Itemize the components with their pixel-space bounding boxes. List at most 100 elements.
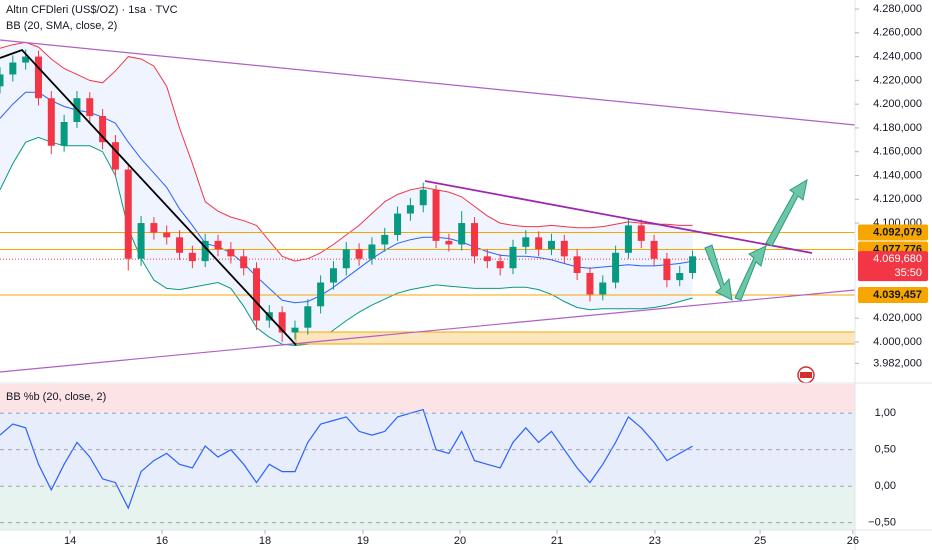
candle-body	[419, 189, 427, 206]
candle-body	[47, 98, 55, 146]
candle-body	[227, 249, 235, 257]
indicator-title: BB (20, SMA, close, 2)	[6, 20, 117, 32]
candle-body	[522, 237, 530, 247]
candle-body	[663, 258, 671, 281]
y-tick-label: 4.180,000	[873, 122, 922, 134]
y-tick-label: 4.000,000	[873, 336, 922, 348]
candle-body	[445, 240, 453, 245]
last-price-tag	[858, 251, 928, 282]
y-tick-label: 1,00	[875, 407, 896, 419]
candle-body	[381, 234, 389, 245]
candle-body	[317, 282, 325, 307]
triangle-trendline	[424, 180, 813, 254]
candle-body	[176, 237, 184, 253]
candle-body	[86, 98, 94, 117]
candle-body	[329, 268, 337, 283]
candle-body	[547, 240, 555, 250]
candle-body	[458, 223, 466, 245]
candle-body	[560, 240, 568, 257]
candle-body	[188, 252, 196, 262]
x-tick-label: 14	[64, 535, 76, 547]
candle-body	[471, 223, 479, 257]
price-level-tag	[858, 224, 928, 241]
y-tick-label: 4.260,000	[873, 27, 922, 39]
candle-body	[624, 225, 632, 253]
candle-body	[368, 244, 376, 259]
candle-body	[496, 261, 504, 269]
candle-body	[124, 169, 132, 259]
y-tick-label: 0,50	[875, 444, 896, 456]
candle-body	[586, 272, 594, 295]
candle-body	[689, 256, 697, 273]
candle-body	[304, 306, 312, 328]
candle-body	[509, 246, 517, 269]
candle-body	[0, 74, 4, 87]
candle-body	[34, 56, 42, 99]
bollinger-line	[0, 41, 693, 262]
candle-body	[163, 232, 171, 238]
price-level-label: 4.039,457	[873, 289, 922, 301]
candle-body	[214, 240, 222, 250]
chart-title: Altın CFDleri (US$/OZ) · 1sa · TVC	[6, 4, 178, 16]
band-fill	[0, 42, 693, 346]
price-level-label: 4.092,079	[873, 226, 922, 238]
y-tick-label: −0,50	[868, 517, 896, 529]
y-tick-label: 3.982,000	[873, 357, 922, 369]
last-price-label: 4.069,680	[873, 253, 922, 265]
y-tick-label: 0,00	[875, 480, 896, 492]
x-tick-label: 19	[357, 535, 369, 547]
candle-body	[637, 225, 645, 241]
candle-body	[650, 240, 658, 259]
candle-body	[240, 256, 248, 269]
event-icon-mark	[800, 372, 812, 378]
candle-body	[111, 142, 119, 170]
arrow-down	[704, 244, 733, 301]
x-tick-label: 18	[259, 535, 271, 547]
percent-b-line	[0, 408, 693, 510]
candle-body	[676, 272, 684, 281]
x-tick-label: 21	[551, 535, 563, 547]
x-tick-label: 16	[156, 535, 168, 547]
y-tick-label: 4.200,000	[873, 98, 922, 110]
x-tick-label: 25	[754, 535, 766, 547]
candle-body	[291, 327, 299, 333]
candle-body	[99, 116, 107, 143]
upper-trendline	[0, 39, 856, 126]
y-tick-label: 4.220,000	[873, 74, 922, 86]
candle-body	[60, 121, 68, 146]
candle-body	[612, 252, 620, 283]
candle-body	[432, 189, 440, 241]
overbought-zone	[0, 384, 855, 412]
candle-body	[9, 62, 17, 75]
y-tick-label: 4.160,000	[873, 146, 922, 158]
x-tick-label: 20	[454, 535, 466, 547]
candle-body	[253, 268, 260, 321]
x-tick-label: 26	[847, 535, 859, 547]
y-tick-label: 4.120,000	[873, 193, 922, 205]
y-tick-label: 4.240,000	[873, 51, 922, 63]
arrow-up-target	[765, 179, 808, 247]
arrow-up	[734, 245, 767, 301]
support-zone	[295, 331, 856, 345]
candle-body	[599, 282, 607, 295]
candle-body	[22, 56, 30, 63]
candle-body	[201, 240, 209, 262]
candle-body	[137, 223, 145, 259]
down-trendline	[0, 48, 297, 346]
candle-body	[406, 205, 414, 214]
y-tick-label: 4.280,000	[873, 3, 922, 15]
candle-body	[342, 249, 350, 269]
candle-body	[150, 223, 158, 233]
candle-body	[535, 237, 543, 250]
countdown: 35:50	[894, 267, 922, 279]
candle-body	[483, 256, 491, 262]
candle-body	[573, 256, 581, 273]
candle-body	[394, 213, 402, 235]
price-level-tag	[858, 287, 928, 304]
candle-body	[278, 312, 286, 333]
lower-trendline	[0, 289, 856, 373]
indicator-title: BB %b (20, close, 2)	[6, 391, 106, 403]
y-tick-label: 4.140,000	[873, 169, 922, 181]
candle-body	[355, 249, 363, 259]
